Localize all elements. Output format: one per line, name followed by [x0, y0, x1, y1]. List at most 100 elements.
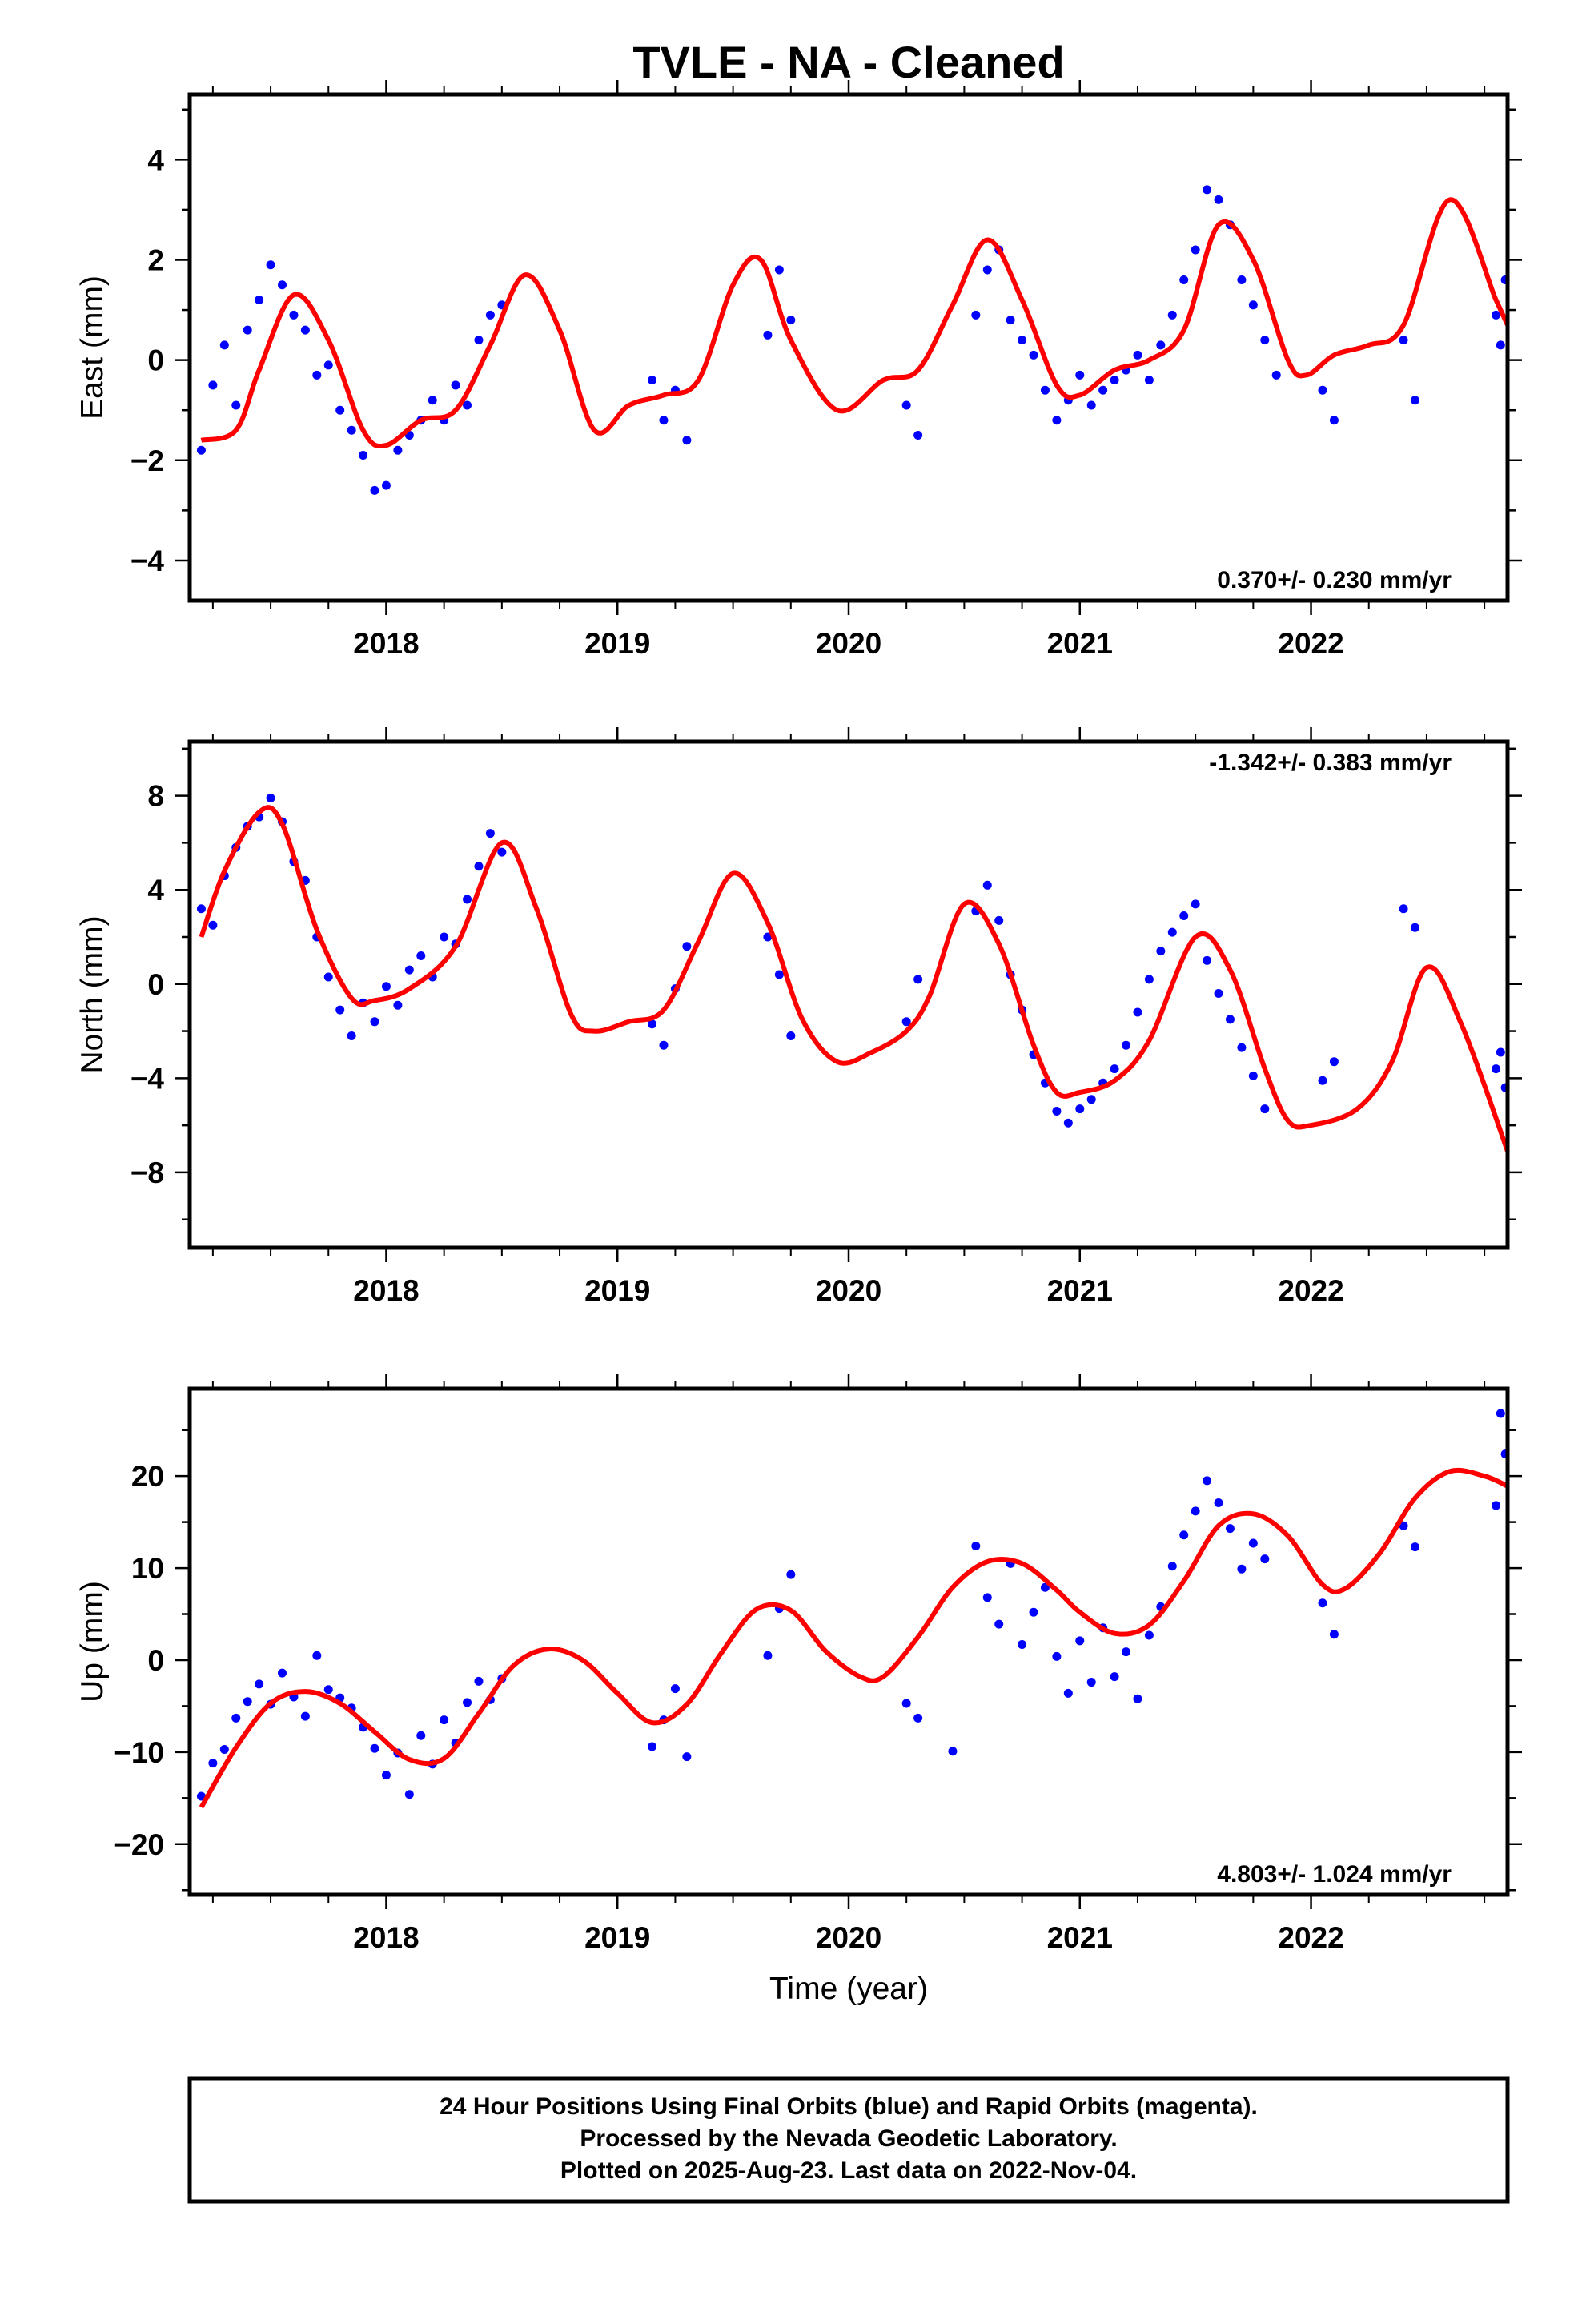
data-point	[1133, 350, 1142, 360]
data-point	[1225, 1524, 1235, 1534]
data-point	[1214, 1498, 1223, 1507]
data-point	[370, 1743, 379, 1753]
data-point	[1410, 396, 1419, 405]
data-point	[1075, 370, 1085, 380]
data-point	[231, 1713, 241, 1723]
data-point	[440, 932, 449, 942]
plot-frame	[187, 739, 1510, 1250]
data-point	[1122, 1647, 1131, 1657]
data-point	[682, 1752, 692, 1762]
data-point	[1399, 904, 1408, 914]
data-point	[1410, 923, 1419, 932]
data-point	[1167, 927, 1177, 937]
data-point	[1156, 340, 1166, 350]
y-tick-label: −20	[114, 1828, 164, 1861]
y-axis-label: East (mm)	[75, 275, 110, 420]
y-tick-label: 4	[147, 143, 164, 176]
data-point	[1191, 245, 1200, 255]
data-point	[323, 360, 333, 370]
data-point	[670, 1684, 680, 1694]
x-tick-label: 2022	[1278, 1921, 1343, 1954]
x-tick-label: 2021	[1047, 1921, 1113, 1954]
data-point	[196, 445, 206, 455]
data-point	[1225, 1015, 1235, 1024]
data-point	[300, 1711, 310, 1721]
data-point	[994, 915, 1004, 925]
velocity-rate-label: 4.803+/- 1.024 mm/yr	[1217, 1861, 1452, 1888]
x-tick-label: 2021	[1047, 627, 1113, 660]
data-point	[1214, 989, 1223, 999]
data-point	[428, 396, 437, 405]
data-point	[266, 260, 275, 270]
points-north	[196, 794, 1510, 1128]
plot-frame	[187, 1386, 1510, 1897]
x-tick-label: 2022	[1278, 1274, 1343, 1307]
data-point	[1040, 385, 1050, 395]
y-tick-label: 8	[147, 780, 164, 813]
data-point	[335, 1005, 345, 1015]
data-point	[278, 280, 287, 290]
data-point	[1006, 316, 1015, 325]
footer-box: 24 Hour Positions Using Final Orbits (bl…	[187, 2076, 1510, 2204]
data-point	[913, 431, 923, 440]
data-point	[451, 380, 460, 390]
data-point	[1086, 400, 1096, 410]
data-point	[1399, 336, 1408, 345]
data-point	[416, 1731, 426, 1740]
data-point	[971, 310, 981, 320]
data-point	[1052, 1651, 1062, 1661]
data-point	[1098, 385, 1108, 395]
data-point	[1260, 336, 1270, 345]
data-point	[255, 1679, 264, 1689]
panel-north: 2018 2019 2020 2021 2022 −8 −4 0 4 8 North (mm) -1.…	[75, 727, 1522, 1307]
data-point	[278, 1668, 287, 1678]
x-tick-label: 2019	[584, 1921, 650, 1954]
data-point	[1086, 1678, 1096, 1687]
y-tick-label: 4	[147, 874, 164, 907]
data-point	[1052, 416, 1062, 425]
data-point	[393, 445, 403, 455]
data-point	[1110, 1672, 1119, 1682]
y-tick-label: −4	[130, 1062, 165, 1095]
data-point	[1329, 416, 1339, 425]
data-point	[1410, 1542, 1419, 1552]
data-point	[243, 1697, 252, 1707]
x-tick-label: 2018	[353, 1274, 419, 1307]
data-point	[763, 932, 773, 942]
data-point	[1203, 955, 1212, 965]
data-point	[416, 951, 426, 960]
data-point	[463, 400, 472, 410]
data-point	[1179, 275, 1189, 285]
y-tick-label: −10	[114, 1736, 164, 1769]
data-point	[1248, 1538, 1258, 1548]
data-point	[1496, 340, 1505, 350]
data-point	[1052, 1107, 1062, 1116]
points-east	[196, 185, 1510, 495]
figure-title: TVLE - NA - Cleaned	[632, 37, 1064, 87]
x-axis-label: Time (year)	[769, 1972, 928, 2006]
panel-up: 2018 2019 2020 2021 2022 −20 −10 0 10 20 Up (mm) 4.…	[75, 1374, 1522, 2006]
data-point	[1237, 275, 1247, 285]
data-point	[463, 1698, 472, 1707]
y-tick-label: 2	[147, 243, 164, 276]
data-point	[231, 400, 241, 410]
data-point	[323, 972, 333, 982]
data-point	[648, 376, 657, 385]
data-point	[1318, 385, 1327, 395]
data-point	[404, 1790, 414, 1799]
data-point	[774, 970, 784, 979]
data-point	[497, 847, 507, 857]
y-tick-label: −4	[130, 545, 165, 577]
data-point	[1133, 1694, 1142, 1703]
data-point	[208, 1759, 218, 1768]
data-point	[1248, 1071, 1258, 1080]
plot-frame	[187, 92, 1510, 603]
data-point	[359, 451, 368, 460]
data-point	[1040, 1582, 1050, 1592]
data-point	[1110, 376, 1119, 385]
data-point	[1018, 1639, 1027, 1649]
data-point	[404, 965, 414, 975]
data-point	[1156, 947, 1166, 956]
